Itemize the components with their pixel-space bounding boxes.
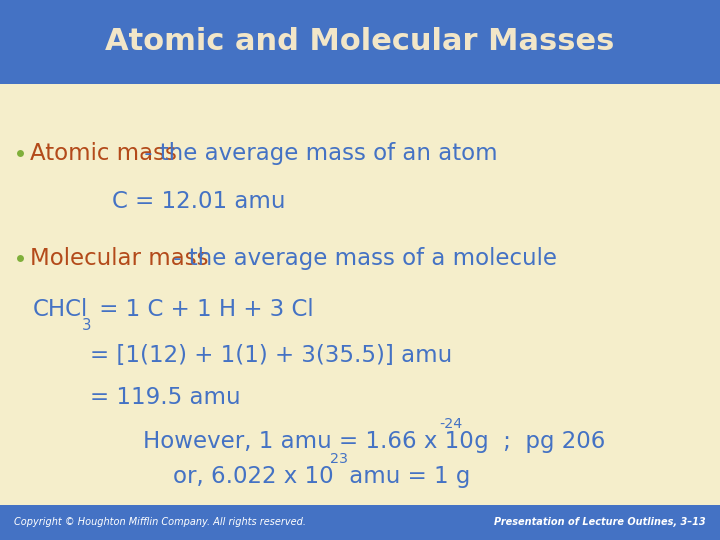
Text: Atomic and Molecular Masses: Atomic and Molecular Masses bbox=[105, 28, 615, 56]
Text: amu = 1 g: amu = 1 g bbox=[342, 465, 470, 488]
Text: Molecular mass: Molecular mass bbox=[30, 247, 209, 270]
Text: Copyright © Houghton Mifflin Company. All rights reserved.: Copyright © Houghton Mifflin Company. Al… bbox=[14, 517, 307, 528]
Text: - the average mass of a molecule: - the average mass of a molecule bbox=[166, 247, 557, 270]
Text: CHCl: CHCl bbox=[33, 298, 89, 321]
Text: = [1(12) + 1(1) + 3(35.5)] amu: = [1(12) + 1(1) + 3(35.5)] amu bbox=[90, 344, 452, 367]
Text: g  ;  pg 206: g ; pg 206 bbox=[467, 430, 605, 453]
Text: - the average mass of an atom: - the average mass of an atom bbox=[137, 141, 498, 165]
Text: 3: 3 bbox=[82, 318, 91, 333]
Text: Presentation of Lecture Outlines, 3–13: Presentation of Lecture Outlines, 3–13 bbox=[494, 517, 706, 528]
Text: = 119.5 amu: = 119.5 amu bbox=[90, 386, 240, 409]
Text: Atomic mass: Atomic mass bbox=[30, 141, 177, 165]
Text: -24: -24 bbox=[439, 417, 462, 431]
Text: or, 6.022 x 10: or, 6.022 x 10 bbox=[173, 465, 333, 488]
Text: = 1 C + 1 H + 3 Cl: = 1 C + 1 H + 3 Cl bbox=[92, 298, 314, 321]
Text: However, 1 amu = 1.66 x 10: However, 1 amu = 1.66 x 10 bbox=[143, 430, 473, 453]
Text: 23: 23 bbox=[330, 451, 348, 465]
Text: C = 12.01 amu: C = 12.01 amu bbox=[112, 190, 285, 213]
